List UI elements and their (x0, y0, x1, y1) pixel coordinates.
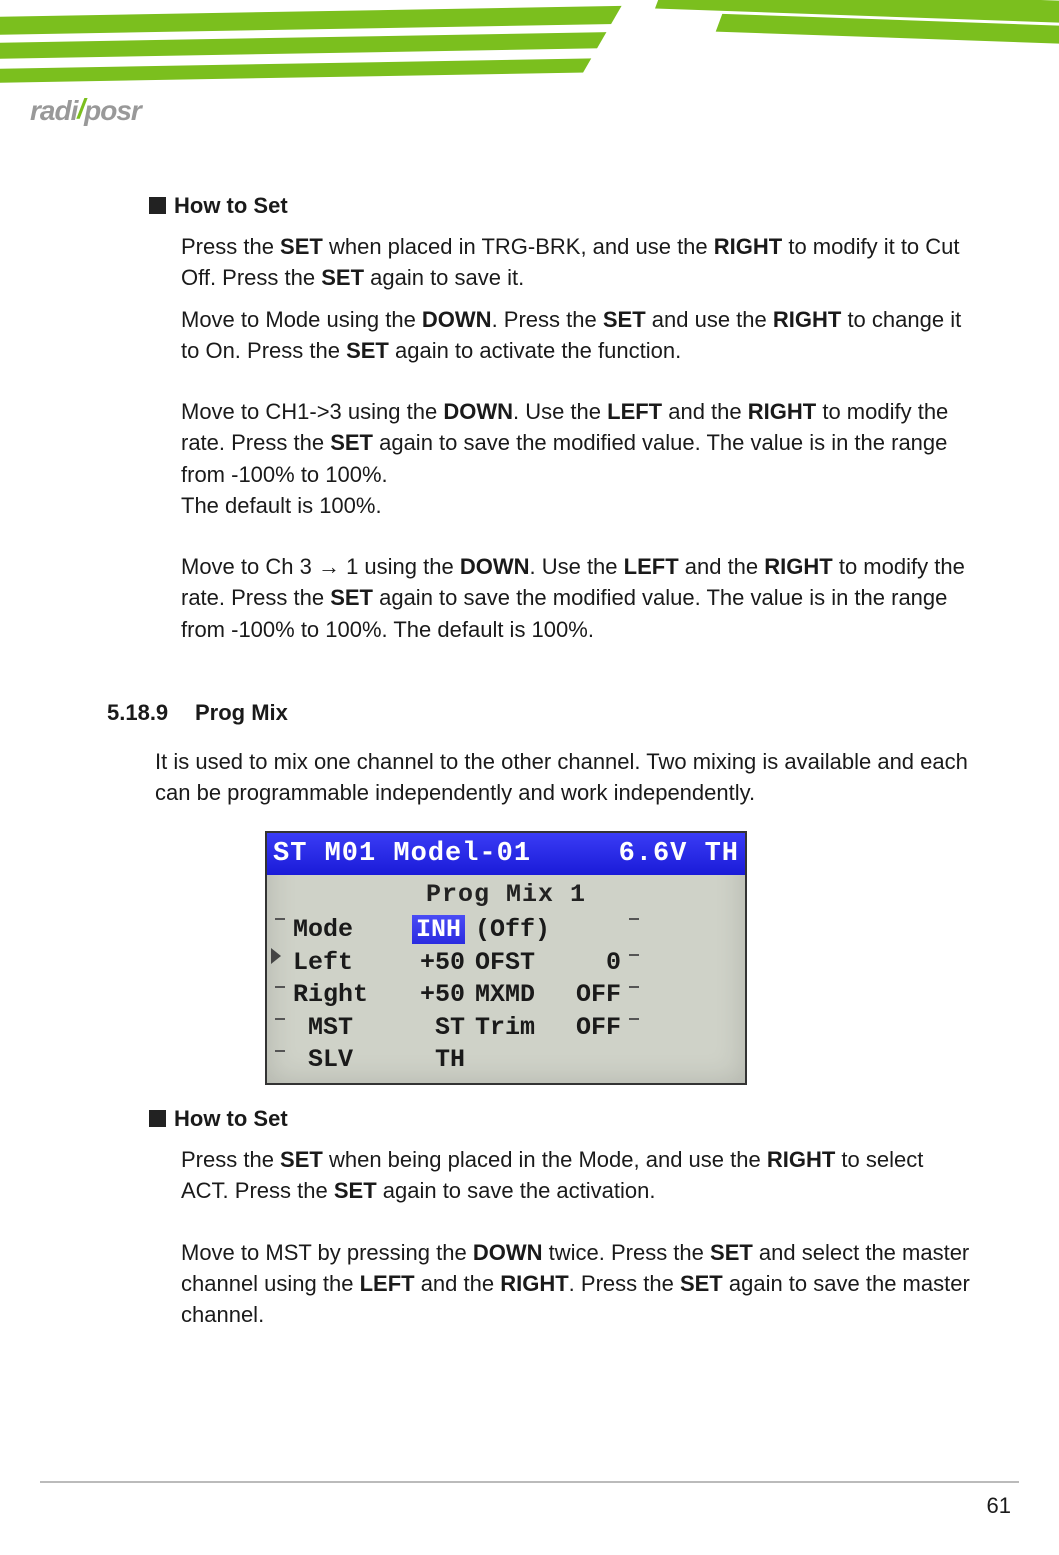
section3-p2: Move to MST by pressing the DOWN twice. … (181, 1237, 975, 1331)
section1-heading: How to Set (149, 190, 975, 221)
logo-pre: radi (30, 95, 77, 126)
lcd-right-gutter (621, 914, 639, 1077)
section1-p4: Move to Ch 3 → 1 using the DOWN. Use the… (181, 551, 975, 645)
lcd-colA: Mode Left Right MST SLV (293, 914, 393, 1077)
lcd-body: Mode Left Right MST SLV INH +50 +50 ST T… (267, 914, 745, 1083)
page-number: 61 (987, 1493, 1011, 1519)
section2-number: 5.18.9 (107, 697, 168, 728)
header-swoosh (0, 0, 1059, 90)
lcd-left-gutter (275, 914, 293, 1077)
footer-divider (40, 1481, 1019, 1483)
section2-intro: It is used to mix one channel to the oth… (155, 746, 975, 808)
lcd-title: Prog Mix 1 (267, 875, 745, 915)
square-bullet-icon (149, 197, 166, 214)
page: radi/posr How to Set Press the SET when … (0, 0, 1059, 1555)
logo-accent-icon: / (77, 93, 84, 125)
section3-heading: How to Set (149, 1103, 975, 1134)
logo-post: posr (84, 95, 141, 126)
brand-logo: radi/posr (30, 95, 141, 127)
lcd-screenshot: ST M01 Model-01 6.6V TH Prog Mix 1 Mode … (265, 831, 747, 1085)
section1-p3: Move to CH1->3 using the DOWN. Use the L… (181, 396, 975, 521)
arrow-right-icon (271, 948, 281, 964)
section2-title: 5.18.9 Prog Mix (155, 697, 975, 728)
lcd-header: ST M01 Model-01 6.6V TH (267, 833, 745, 875)
section1-p2: Move to Mode using the DOWN. Press the S… (181, 304, 975, 366)
lcd-colC: (Off) OFST MXMD Trim (465, 914, 561, 1077)
lcd-colD: 0 OFF OFF (561, 914, 621, 1077)
section3-p1: Press the SET when being placed in the M… (181, 1144, 975, 1206)
lcd-colB: INH +50 +50 ST TH (393, 914, 465, 1077)
content-body: How to Set Press the SET when placed in … (155, 190, 975, 1330)
square-bullet-icon (149, 1110, 166, 1127)
section1-p1: Press the SET when placed in TRG-BRK, an… (181, 231, 975, 293)
